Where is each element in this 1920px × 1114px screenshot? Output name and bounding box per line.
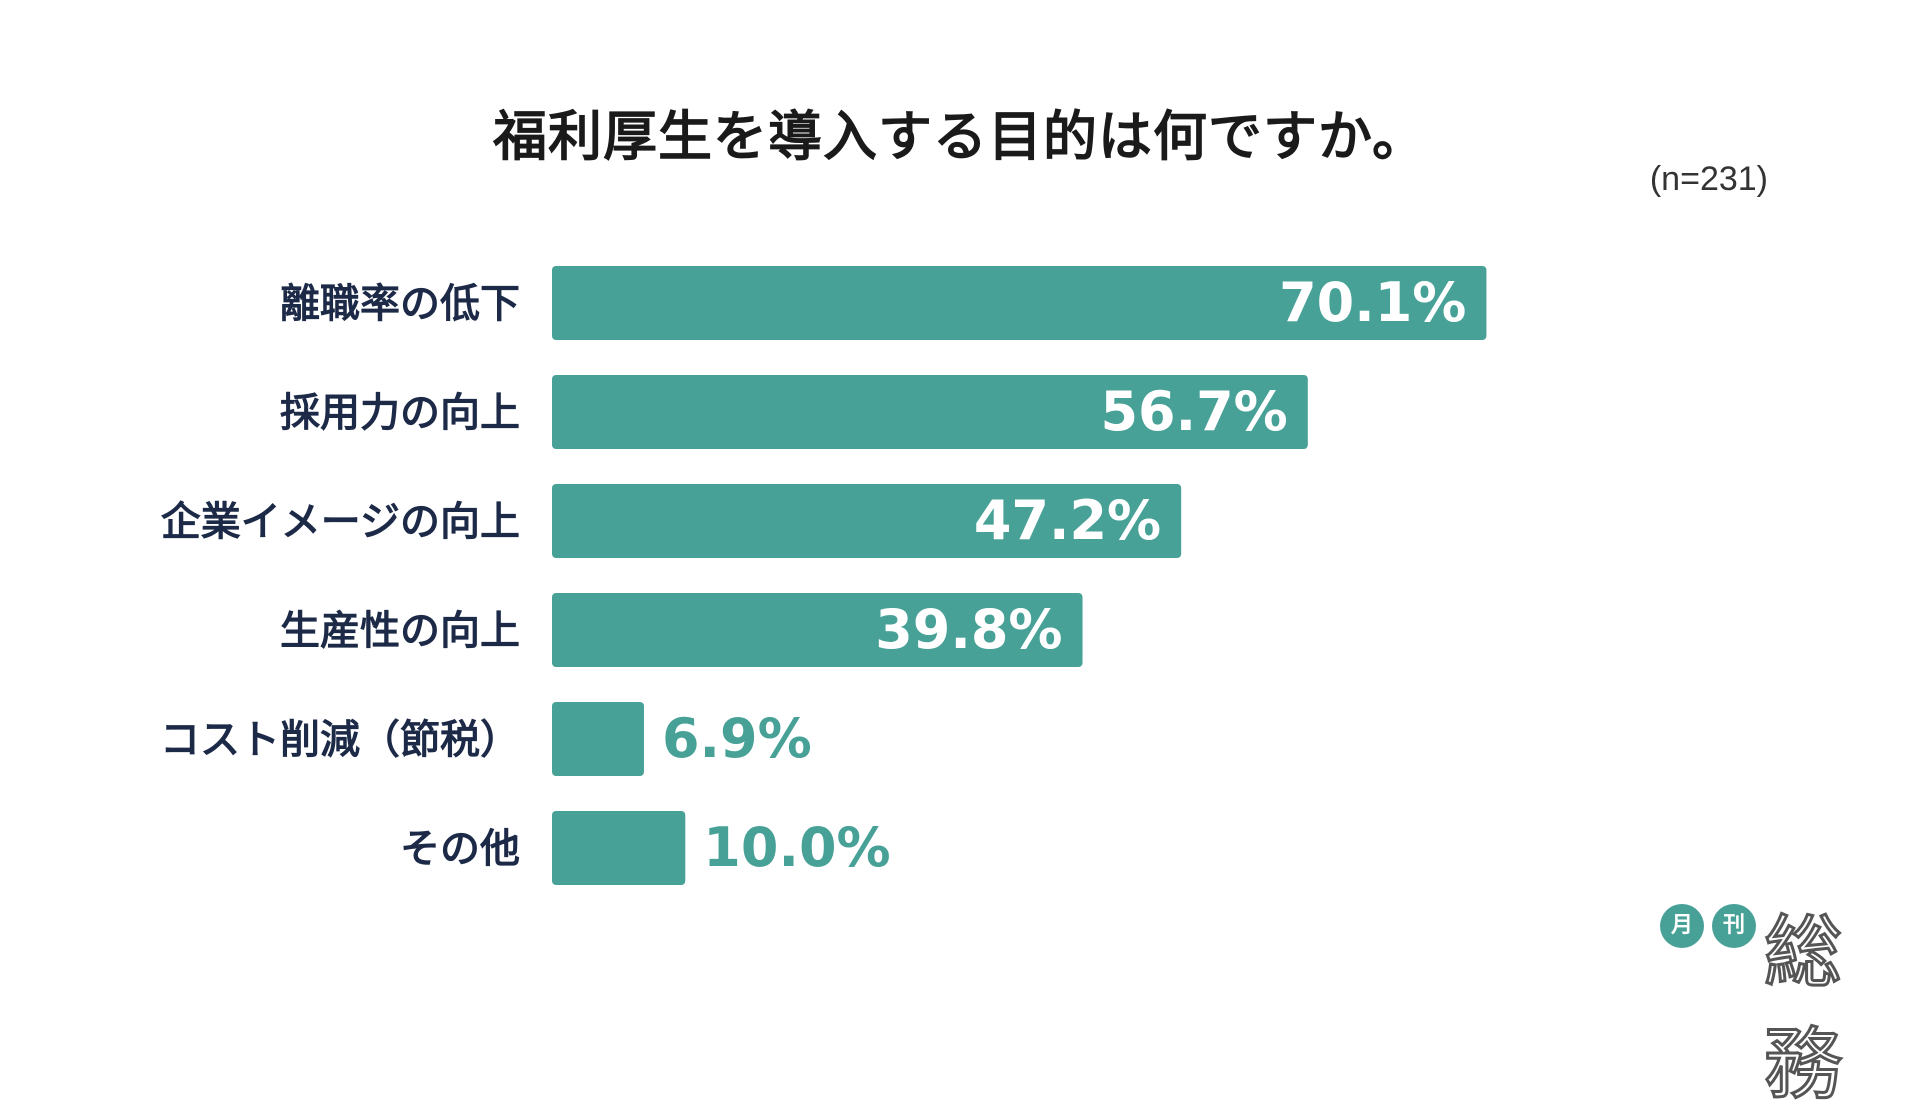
- category-label: その他: [400, 826, 520, 872]
- bar-chart: 離職率の低下 70.1% 採用力の向上 56.7% 企業イメージの向上 47.2% 生産性の…: [160, 266, 1487, 885]
- value-label: 6.9%: [662, 707, 812, 770]
- category-label: 生産性の向上: [280, 608, 520, 654]
- category-label: 離職率の低下: [280, 281, 520, 327]
- category-label: 企業イメージの向上: [161, 499, 520, 545]
- value-label: 70.1%: [1279, 271, 1466, 334]
- bar: [552, 811, 686, 885]
- bar: [552, 375, 1308, 449]
- bar: [552, 593, 1083, 667]
- bar: [552, 484, 1182, 558]
- sample-size-note: (n=231): [1649, 160, 1768, 198]
- logo-circle-month: 月: [1660, 904, 1704, 948]
- value-label: 47.2%: [974, 489, 1161, 552]
- value-label: 56.7%: [1100, 380, 1287, 443]
- bar: [552, 702, 644, 776]
- chart-title: 福利厚生を導入する目的は何ですか。: [493, 105, 1427, 168]
- value-label: 39.8%: [875, 598, 1062, 661]
- publisher-logo: 月 刊 総務: [1660, 900, 1905, 1112]
- bar: [552, 266, 1487, 340]
- logo-circle-publication: 刊: [1712, 904, 1756, 948]
- logo-wordmark: 総務: [1763, 907, 1845, 1112]
- category-label: 採用力の向上: [280, 390, 520, 436]
- value-label: 10.0%: [703, 816, 890, 879]
- category-label: コスト削減（節税）: [160, 717, 520, 763]
